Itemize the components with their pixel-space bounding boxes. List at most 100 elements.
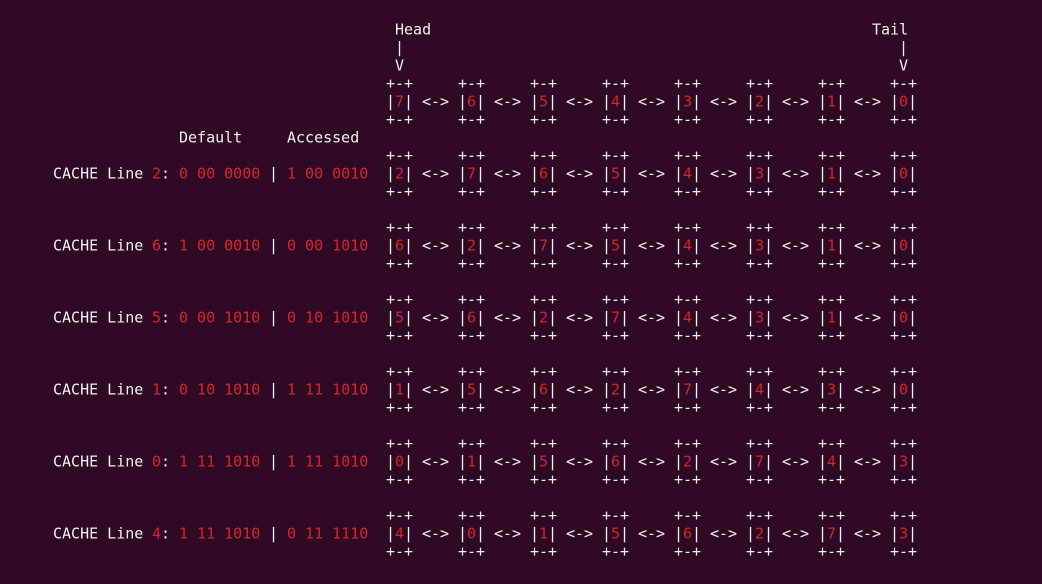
box-edge: +-+ bbox=[458, 111, 485, 129]
link-arrow: <-> bbox=[494, 165, 521, 183]
box-side: | bbox=[620, 525, 629, 543]
box-edge: +-+ bbox=[386, 255, 413, 273]
box-edge: +-+ bbox=[386, 147, 413, 165]
box-side: | bbox=[458, 165, 467, 183]
box-edge: +-+ bbox=[530, 363, 557, 381]
box-edge: +-+ bbox=[746, 219, 773, 237]
row-label: CACHE Line bbox=[53, 525, 143, 543]
box-edge: +-+ bbox=[602, 219, 629, 237]
list-node: 0 bbox=[899, 381, 908, 399]
list-node: 5 bbox=[539, 453, 548, 471]
accessed-bits: 1 00 0010 bbox=[287, 165, 368, 183]
box-edge: +-+ bbox=[746, 183, 773, 201]
box-edge: +-+ bbox=[602, 255, 629, 273]
box-edge: +-+ bbox=[530, 471, 557, 489]
box-edge: +-+ bbox=[602, 183, 629, 201]
box-side: | bbox=[674, 165, 683, 183]
line-number: 2 bbox=[152, 165, 161, 183]
box-side: | bbox=[890, 93, 899, 111]
box-edge: +-+ bbox=[890, 363, 917, 381]
box-side: | bbox=[836, 525, 845, 543]
box-side: | bbox=[818, 453, 827, 471]
list-node: 4 bbox=[827, 453, 836, 471]
box-edge: +-+ bbox=[602, 399, 629, 417]
box-side: | bbox=[386, 525, 395, 543]
box-side: | bbox=[404, 309, 413, 327]
box-side: | bbox=[818, 93, 827, 111]
head-arrow: V bbox=[395, 57, 404, 75]
link-arrow: <-> bbox=[782, 309, 809, 327]
box-edge: +-+ bbox=[458, 507, 485, 525]
box-side: | bbox=[602, 525, 611, 543]
box-edge: +-+ bbox=[458, 75, 485, 93]
box-edge: +-+ bbox=[458, 183, 485, 201]
line-number: 6 bbox=[152, 237, 161, 255]
box-edge: +-+ bbox=[602, 291, 629, 309]
box-side: | bbox=[458, 453, 467, 471]
box-edge: +-+ bbox=[818, 543, 845, 561]
box-edge: +-+ bbox=[386, 183, 413, 201]
list-node: 6 bbox=[467, 309, 476, 327]
box-edge: +-+ bbox=[530, 543, 557, 561]
row-label: CACHE Line bbox=[53, 165, 143, 183]
box-edge: +-+ bbox=[746, 543, 773, 561]
box-edge: +-+ bbox=[818, 327, 845, 345]
box-edge: +-+ bbox=[890, 255, 917, 273]
list-node: 5 bbox=[611, 237, 620, 255]
box-edge: +-+ bbox=[602, 147, 629, 165]
box-side: | bbox=[674, 453, 683, 471]
box-side: | bbox=[404, 165, 413, 183]
box-edge: +-+ bbox=[890, 75, 917, 93]
box-edge: +-+ bbox=[530, 435, 557, 453]
box-side: | bbox=[602, 237, 611, 255]
box-side: | bbox=[476, 93, 485, 111]
box-side: | bbox=[908, 525, 917, 543]
box-edge: +-+ bbox=[818, 183, 845, 201]
accessed-bits: 0 10 1010 bbox=[287, 309, 368, 327]
box-edge: +-+ bbox=[674, 147, 701, 165]
list-node: 3 bbox=[755, 309, 764, 327]
list-node: 6 bbox=[611, 453, 620, 471]
box-side: | bbox=[836, 453, 845, 471]
link-arrow: <-> bbox=[638, 237, 665, 255]
list-node: 2 bbox=[467, 237, 476, 255]
link-arrow: <-> bbox=[638, 525, 665, 543]
link-arrow: <-> bbox=[638, 453, 665, 471]
box-side: | bbox=[620, 93, 629, 111]
box-side: | bbox=[458, 525, 467, 543]
box-edge: +-+ bbox=[674, 219, 701, 237]
box-edge: +-+ bbox=[746, 363, 773, 381]
box-side: | bbox=[908, 165, 917, 183]
box-side: | bbox=[548, 525, 557, 543]
box-edge: +-+ bbox=[746, 147, 773, 165]
list-node: 1 bbox=[827, 237, 836, 255]
list-node: 0 bbox=[467, 525, 476, 543]
box-side: | bbox=[764, 93, 773, 111]
box-edge: +-+ bbox=[674, 255, 701, 273]
list-node: 7 bbox=[611, 309, 620, 327]
box-side: | bbox=[458, 93, 467, 111]
row-label: CACHE Line bbox=[53, 237, 143, 255]
box-side: | bbox=[764, 525, 773, 543]
box-side: | bbox=[476, 381, 485, 399]
box-edge: +-+ bbox=[386, 363, 413, 381]
box-edge: +-+ bbox=[818, 219, 845, 237]
accessed-header: Accessed bbox=[287, 129, 359, 147]
link-arrow: <-> bbox=[494, 237, 521, 255]
box-side: | bbox=[620, 237, 629, 255]
list-node: 1 bbox=[827, 309, 836, 327]
box-side: | bbox=[764, 381, 773, 399]
box-edge: +-+ bbox=[818, 75, 845, 93]
box-side: | bbox=[836, 165, 845, 183]
link-arrow: <-> bbox=[782, 93, 809, 111]
box-side: | bbox=[674, 525, 683, 543]
box-side: | bbox=[404, 93, 413, 111]
box-side: | bbox=[620, 453, 629, 471]
link-arrow: <-> bbox=[782, 525, 809, 543]
link-arrow: <-> bbox=[422, 453, 449, 471]
box-side: | bbox=[818, 165, 827, 183]
list-node: 3 bbox=[683, 93, 692, 111]
box-edge: +-+ bbox=[746, 327, 773, 345]
box-side: | bbox=[530, 165, 539, 183]
